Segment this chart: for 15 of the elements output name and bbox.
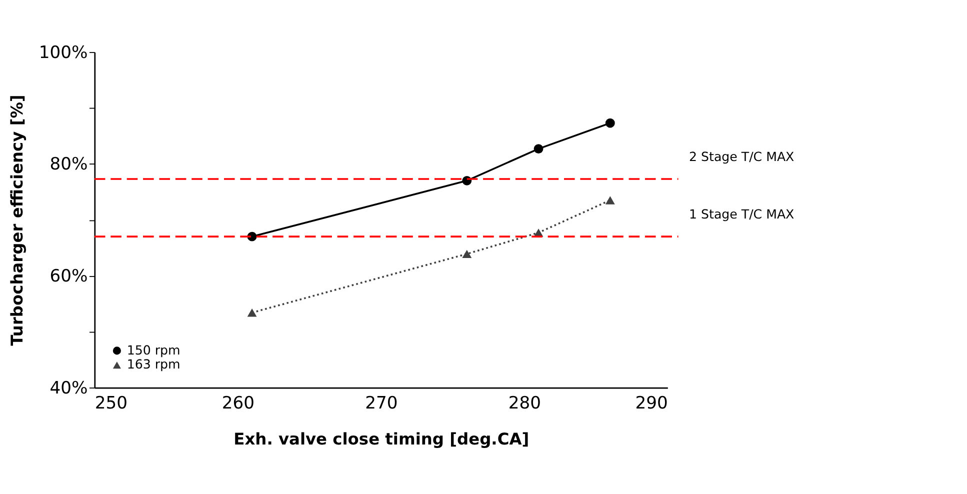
y-tick-label: 80%	[50, 154, 88, 175]
legend-label: 163 rpm	[126, 356, 180, 372]
y-tick-label: 60%	[50, 266, 88, 287]
ref-line-label: 2 Stage T/C MAX	[689, 149, 795, 164]
x-tick-label: 280	[508, 394, 541, 414]
x-tick-label: 290	[635, 394, 668, 414]
legend-label: 150 rpm	[126, 342, 180, 358]
x-tick-label: 250	[94, 394, 128, 414]
y-tick-label: 100%	[38, 42, 88, 63]
y-tick-label: 40%	[50, 378, 88, 398]
x-axis-title: Exh. valve close timing [deg.CA]	[234, 430, 530, 449]
y-axis-title: Turbocharger efficiency [%]	[8, 94, 27, 346]
x-tick-label: 260	[222, 394, 254, 414]
ref-line-label: 1 Stage T/C MAX	[689, 206, 795, 222]
x-tick-label: 270	[365, 394, 398, 414]
